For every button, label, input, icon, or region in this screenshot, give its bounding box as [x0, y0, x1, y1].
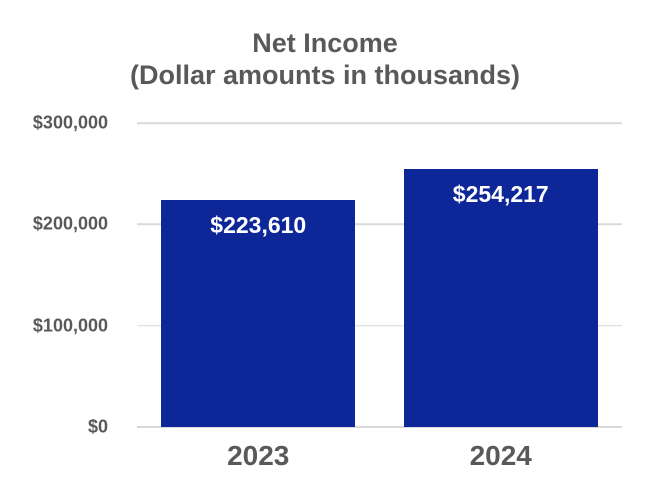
- x-axis-baseline: [137, 426, 622, 428]
- y-tick-label: $0: [87, 416, 108, 437]
- y-tick-label: $300,000: [32, 112, 108, 133]
- gridline: [137, 223, 622, 226]
- x-axis-label-2023: 2023: [227, 440, 290, 471]
- chart-subtitle: (Dollar amounts in thousands): [129, 59, 520, 90]
- gridline: [137, 122, 622, 124]
- y-tick-label: $200,000: [32, 213, 108, 234]
- bar-value-label: $223,610: [210, 212, 307, 239]
- x-axis: 2023 2024: [137, 440, 622, 472]
- bar-slot-2024: $254,217: [380, 123, 623, 427]
- x-axis-label-2024: 2024: [469, 440, 532, 471]
- bar-value-label: $254,217: [452, 181, 549, 208]
- chart-title-block: Net Income (Dollar amounts in thousands): [0, 28, 650, 92]
- bar-2023: $223,610: [161, 200, 356, 427]
- gridline: [137, 324, 622, 327]
- plot-area: $223,610 $254,217: [137, 122, 623, 428]
- bar-slot-2023: $223,610: [137, 123, 380, 427]
- y-tick-label: $100,000: [32, 315, 108, 336]
- bar-2024: $254,217: [403, 169, 598, 427]
- y-axis: $300,000 $200,000 $100,000 $0: [0, 113, 108, 437]
- chart-title: Net Income: [252, 28, 398, 58]
